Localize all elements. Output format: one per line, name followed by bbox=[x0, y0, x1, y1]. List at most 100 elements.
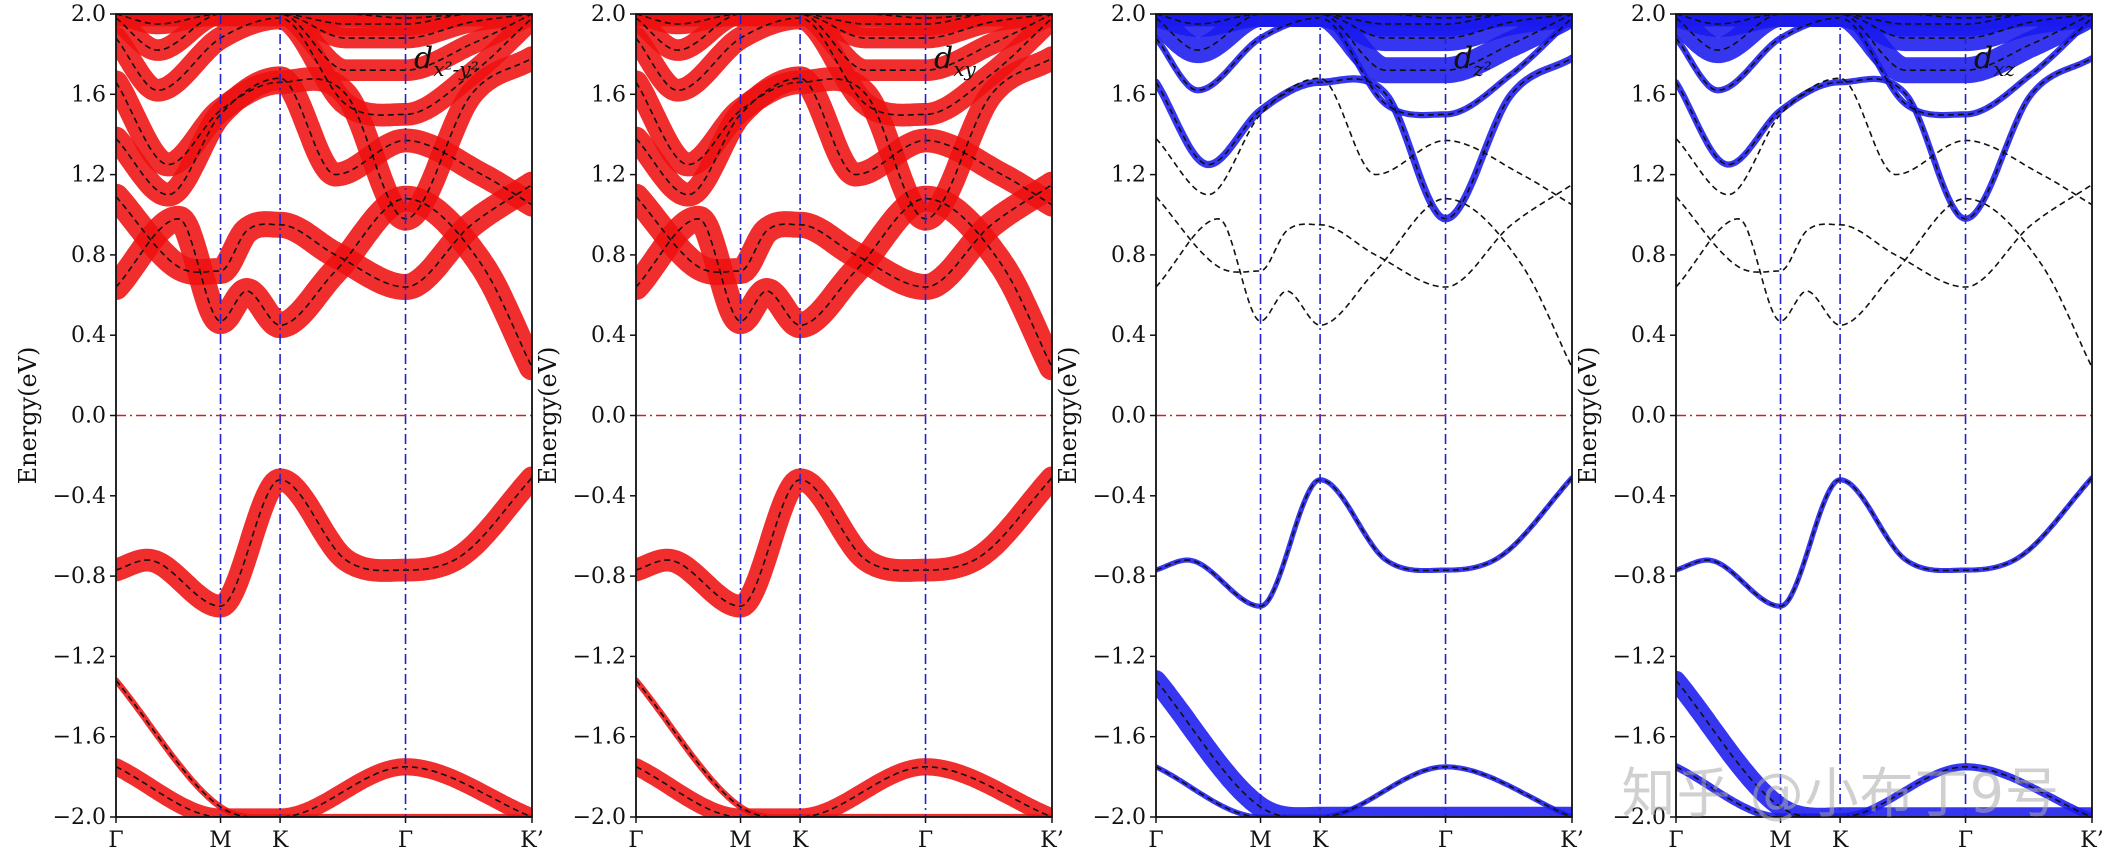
ytick-label: 1.2 bbox=[1631, 163, 1666, 188]
ytick-label: 1.6 bbox=[591, 82, 626, 107]
ytick-label: 1.2 bbox=[591, 163, 626, 188]
ytick-label: 0.4 bbox=[1111, 323, 1146, 348]
band-weight-2 bbox=[1676, 475, 2092, 609]
band-line-8 bbox=[116, 14, 532, 71]
xtick-label: K bbox=[272, 828, 289, 853]
xtick-label: M bbox=[1249, 828, 1272, 853]
band-panel-3: 2.01.61.20.80.40.0−0.4−0.8−1.2−1.6−2.0Γ M… bbox=[1054, 2, 1584, 853]
ytick-label: −0.8 bbox=[53, 564, 106, 589]
ytick-label: 0.0 bbox=[71, 404, 106, 429]
band-lines bbox=[116, 14, 532, 817]
band-line-0 bbox=[636, 679, 1052, 817]
ytick-label: −1.2 bbox=[1613, 644, 1666, 669]
ytick-label: −1.6 bbox=[1613, 725, 1666, 750]
band-line-7 bbox=[636, 17, 1052, 116]
ytick-label: −2.0 bbox=[1613, 805, 1666, 830]
ytick-label: −1.6 bbox=[1093, 725, 1146, 750]
orbital-label: dxz bbox=[1974, 41, 2015, 81]
ytick-label: −0.8 bbox=[1613, 564, 1666, 589]
ytick-label: 0.8 bbox=[1111, 243, 1146, 268]
ytick-label: −0.4 bbox=[53, 484, 106, 509]
y-axis-label: Energy(eV) bbox=[1574, 347, 1602, 485]
band-line-9 bbox=[1156, 14, 1572, 39]
band-line-6 bbox=[1156, 57, 1572, 220]
ytick-label: −1.6 bbox=[53, 725, 106, 750]
ytick-label: −2.0 bbox=[1093, 805, 1146, 830]
band-weight-1 bbox=[116, 758, 532, 817]
band-line-4 bbox=[1676, 183, 2092, 288]
band-line-0 bbox=[1676, 679, 2092, 817]
ytick-label: −0.4 bbox=[573, 484, 626, 509]
xtick-label: Γ bbox=[1668, 828, 1683, 853]
band-line-7 bbox=[116, 17, 532, 116]
xtick-label: M bbox=[1769, 828, 1792, 853]
band-weight-2 bbox=[1156, 475, 1572, 609]
ytick-label: 0.8 bbox=[591, 243, 626, 268]
ytick-label: 2.0 bbox=[71, 2, 106, 27]
y-axis-label: Energy(eV) bbox=[534, 347, 562, 485]
xtick-label: Γ bbox=[108, 828, 123, 853]
ytick-label: −0.8 bbox=[573, 564, 626, 589]
ytick-label: −1.2 bbox=[573, 644, 626, 669]
band-line-5 bbox=[1676, 77, 2092, 206]
xtick-label: M bbox=[209, 828, 232, 853]
ytick-label: 2.0 bbox=[1631, 2, 1666, 27]
ytick-label: −0.8 bbox=[1093, 564, 1146, 589]
xtick-label: K’ bbox=[1560, 828, 1583, 853]
band-line-8 bbox=[1676, 14, 2092, 71]
band-line-5 bbox=[636, 77, 1052, 206]
ytick-label: 1.2 bbox=[1111, 163, 1146, 188]
xtick-label: K bbox=[792, 828, 809, 853]
ytick-label: 1.6 bbox=[1111, 82, 1146, 107]
ytick-label: 0.4 bbox=[71, 323, 106, 348]
band-line-3 bbox=[1156, 197, 1572, 368]
band-line-2 bbox=[116, 477, 532, 608]
band-line-4 bbox=[636, 183, 1052, 288]
xtick-label: K’ bbox=[2080, 828, 2103, 853]
band-line-0 bbox=[1156, 679, 1572, 817]
xtick-label: Γ bbox=[628, 828, 643, 853]
ytick-label: −0.4 bbox=[1613, 484, 1666, 509]
ytick-label: 0.4 bbox=[1631, 323, 1666, 348]
ytick-label: 1.6 bbox=[1631, 82, 1666, 107]
xtick-label: Γ bbox=[398, 828, 413, 853]
band-line-5 bbox=[116, 77, 532, 206]
xtick-label: K’ bbox=[520, 828, 543, 853]
ytick-label: 0.0 bbox=[1111, 404, 1146, 429]
ytick-label: 0.0 bbox=[1631, 404, 1666, 429]
band-weight-1 bbox=[636, 758, 1052, 817]
band-line-3 bbox=[636, 197, 1052, 368]
ytick-label: −2.0 bbox=[53, 805, 106, 830]
ytick-label: 1.2 bbox=[71, 163, 106, 188]
band-weight-0 bbox=[1156, 670, 1572, 817]
band-line-6 bbox=[636, 57, 1052, 220]
ytick-label: −1.2 bbox=[1093, 644, 1146, 669]
band-lines bbox=[1676, 14, 2092, 817]
band-line-2 bbox=[1676, 477, 2092, 608]
xtick-label: M bbox=[729, 828, 752, 853]
band-line-6 bbox=[116, 57, 532, 220]
ytick-label: 0.8 bbox=[71, 243, 106, 268]
xtick-label: K bbox=[1832, 828, 1849, 853]
ytick-label: 1.6 bbox=[71, 82, 106, 107]
band-line-9 bbox=[636, 14, 1052, 39]
band-line-4 bbox=[116, 183, 532, 288]
band-lines bbox=[636, 14, 1052, 817]
band-line-1 bbox=[1676, 766, 2092, 817]
band-line-1 bbox=[1156, 766, 1572, 817]
band-line-3 bbox=[116, 197, 532, 368]
band-line-2 bbox=[1156, 477, 1572, 608]
xtick-label: Γ bbox=[1438, 828, 1453, 853]
ytick-label: 2.0 bbox=[1111, 2, 1146, 27]
xtick-label: K bbox=[1312, 828, 1329, 853]
band-line-4 bbox=[1156, 183, 1572, 288]
band-line-9 bbox=[116, 14, 532, 39]
band-panel-4: 2.01.61.20.80.40.0−0.4−0.8−1.2−1.6−2.0Γ M… bbox=[1574, 2, 2104, 853]
band-line-2 bbox=[636, 477, 1052, 608]
ytick-label: 2.0 bbox=[591, 2, 626, 27]
band-weight-0 bbox=[1676, 670, 2092, 817]
band-panel-2: 2.01.61.20.80.40.0−0.4−0.8−1.2−1.6−2.0Γ M… bbox=[534, 2, 1064, 853]
xtick-label: Γ bbox=[918, 828, 933, 853]
ytick-label: 0.0 bbox=[591, 404, 626, 429]
